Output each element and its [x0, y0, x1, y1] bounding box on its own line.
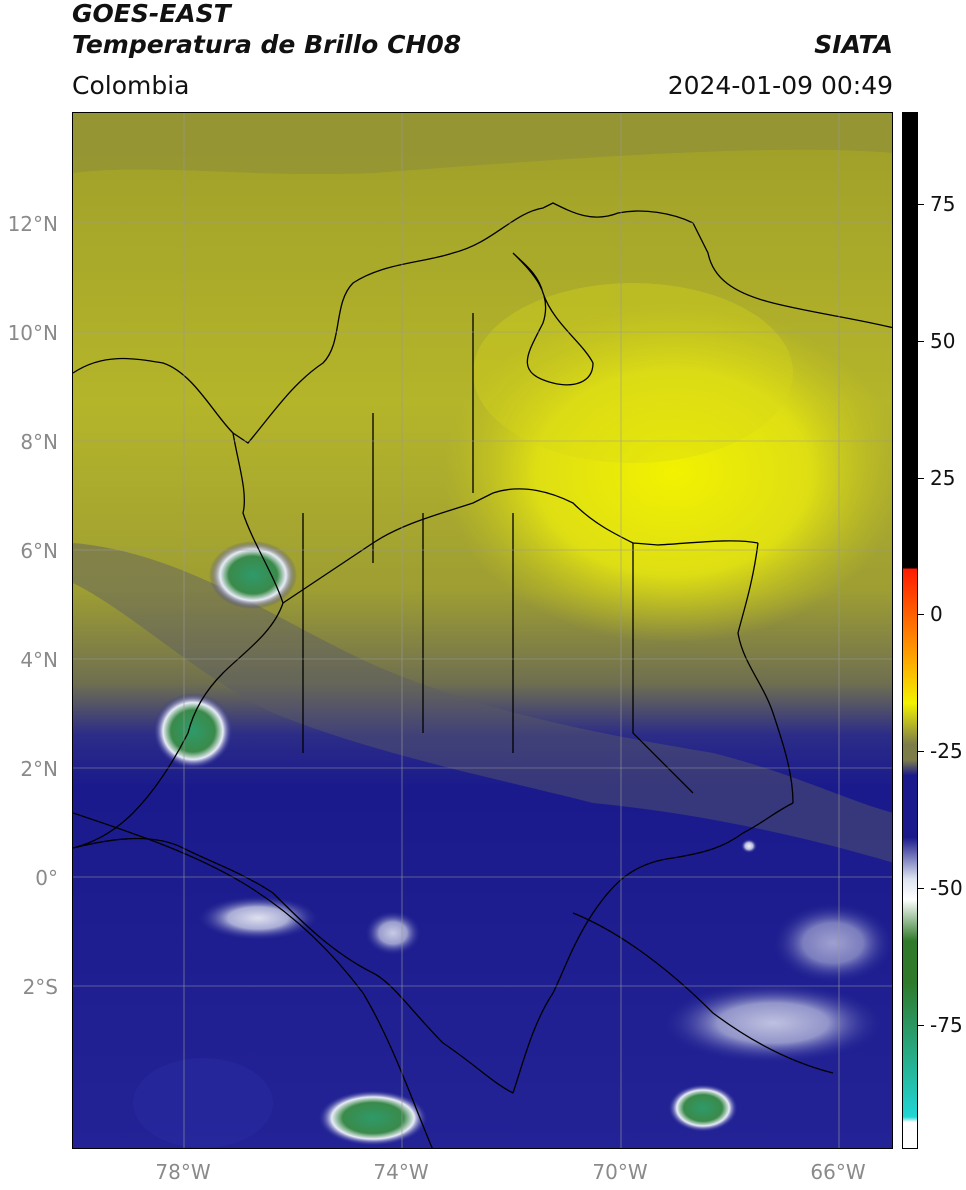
datetime-label: 2024-01-09 00:49	[667, 71, 893, 100]
lat-label: 8°N	[20, 430, 58, 454]
colorbar-tick	[918, 204, 924, 205]
lat-label: 10°N	[7, 321, 58, 345]
lon-label: 74°W	[373, 1160, 429, 1184]
map-canvas	[73, 113, 892, 1148]
colorbar-label: 75	[930, 192, 956, 216]
colorbar-tick	[918, 1025, 924, 1026]
lat-label: 2°S	[22, 975, 58, 999]
cold-cloud-top	[209, 541, 297, 609]
region-label: Colombia	[72, 71, 190, 100]
lat-label: 4°N	[20, 648, 58, 672]
brand-label: SIATA	[814, 30, 893, 59]
cold-cloud-top	[153, 693, 233, 769]
colorbar-tick	[918, 614, 924, 615]
cold-cloud-top	[668, 1084, 738, 1132]
lat-label: 6°N	[20, 539, 58, 563]
colorbar-tick	[918, 341, 924, 342]
gridlines	[73, 113, 892, 1148]
colorbar-tick	[918, 888, 924, 889]
colorbar-tick	[918, 478, 924, 479]
title-product: Temperatura de Brillo CH08	[72, 30, 462, 59]
colorbar-label: -25	[930, 739, 963, 763]
colorbar-label: 0	[930, 602, 943, 626]
lat-label: 12°N	[7, 212, 58, 236]
lon-label: 78°W	[155, 1160, 211, 1184]
title-satellite: GOES-EAST	[72, 0, 231, 28]
satellite-map	[72, 112, 893, 1149]
warm-region	[443, 303, 892, 643]
colorbar-label: 50	[930, 329, 956, 353]
cold-cloud-top	[318, 1090, 428, 1146]
lon-label: 70°W	[592, 1160, 648, 1184]
colorbar-label: -50	[930, 876, 963, 900]
lon-label: 66°W	[810, 1160, 866, 1184]
colorbar-label: -75	[930, 1013, 963, 1037]
colorbar	[902, 112, 918, 1149]
colorbar-tick	[918, 751, 924, 752]
colorbar-label: 25	[930, 466, 956, 490]
lat-label: 2°N	[20, 757, 58, 781]
lat-label: 0°	[35, 866, 58, 890]
